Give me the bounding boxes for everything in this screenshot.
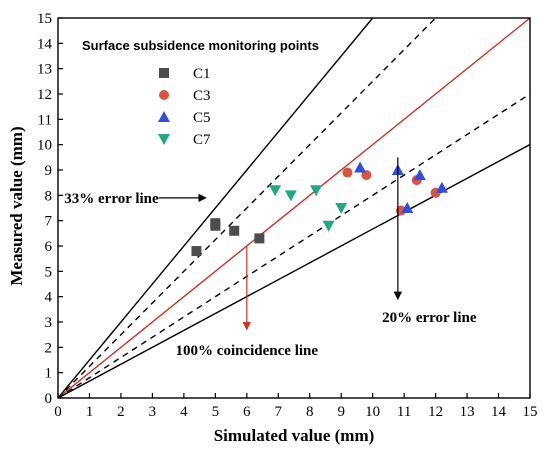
data-point [361,170,372,181]
data-point [354,161,367,173]
x-tick-label: 5 [212,404,220,420]
data-point [435,181,448,193]
reference-line [58,18,374,398]
y-tick-label: 5 [45,264,53,280]
annotation-label: 100% coincidence line [176,343,319,359]
y-tick-label: 6 [45,239,53,255]
x-tick-label: 14 [491,404,507,420]
y-tick-label: 12 [37,87,52,103]
y-tick-label: 2 [45,340,53,356]
data-point [335,203,348,214]
x-tick-label: 0 [54,404,62,420]
data-point [191,246,202,257]
data-point [322,220,335,232]
y-tick-label: 13 [37,62,52,78]
x-tick-label: 4 [180,404,188,420]
data-point [210,220,221,231]
legend: Surface subsidence monitoring points C1 C… [82,38,319,148]
y-tick-label: 9 [45,163,53,179]
series-c7 [269,185,348,232]
annotations: 33% error line 20% error line 100% coincid… [64,157,477,359]
y-tick-label: 7 [45,214,53,230]
x-tick-label: 6 [243,404,251,420]
plot-frame [57,17,531,399]
reference-line [58,93,530,398]
legend-label-c3: C3 [193,88,211,104]
data-point [342,167,353,178]
data-point [395,205,406,216]
series-c1 [191,218,265,257]
x-tick-label: 7 [275,404,283,420]
y-tick-label: 4 [45,290,53,306]
y-tick-label: 0 [45,391,53,407]
axes: 0 1 2 3 4 5 6 7 8 9 10 11 12 13 14 15012345678910111213… [37,11,538,420]
data-point [284,190,297,202]
legend-title: Surface subsidence monitoring points [82,38,319,53]
x-tick-label: 15 [523,404,538,420]
y-axis-title: Measured value (mm) [7,126,26,285]
reference-lines [58,18,530,398]
reference-line [58,143,530,398]
x-tick-label: 8 [306,404,314,420]
reference-line [58,18,530,398]
x-tick-label: 13 [460,404,475,420]
data-point [413,169,426,181]
legend-marker-c1 [159,68,169,78]
series-c5 [354,161,448,213]
x-tick-label: 9 [337,404,345,420]
data-point [269,185,282,197]
legend-marker-c7 [158,134,170,145]
y-tick-label: 14 [37,36,53,52]
legend-label-c1: C1 [193,66,211,82]
series-c3 [342,167,441,216]
data-point [229,225,240,236]
legend-marker-c5 [158,111,170,122]
x-tick-label: 10 [365,404,380,420]
data-point [254,233,265,244]
legend-marker-c3 [159,90,169,100]
data-point [401,202,414,213]
annotation-label: 33% error line [64,191,159,207]
data-points [191,161,448,257]
x-tick-label: 2 [117,404,125,420]
y-tick-label: 8 [45,188,53,204]
data-point [310,185,323,197]
x-tick-label: 3 [149,404,157,420]
legend-label-c5: C5 [193,110,211,126]
x-tick-label: 12 [428,404,443,420]
x-tick-label: 11 [397,404,411,420]
y-tick-label: 3 [45,315,53,331]
x-tick-label: 1 [86,404,94,420]
y-tick-label: 15 [37,11,52,27]
reference-line [58,18,437,398]
y-tick-label: 10 [37,138,52,154]
annotation-label: 20% error line [382,310,477,326]
y-tick-label: 11 [38,112,52,128]
x-axis-title: Simulated value (mm) [214,426,375,445]
y-tick-label: 1 [45,366,53,382]
legend-label-c7: C7 [193,132,211,148]
